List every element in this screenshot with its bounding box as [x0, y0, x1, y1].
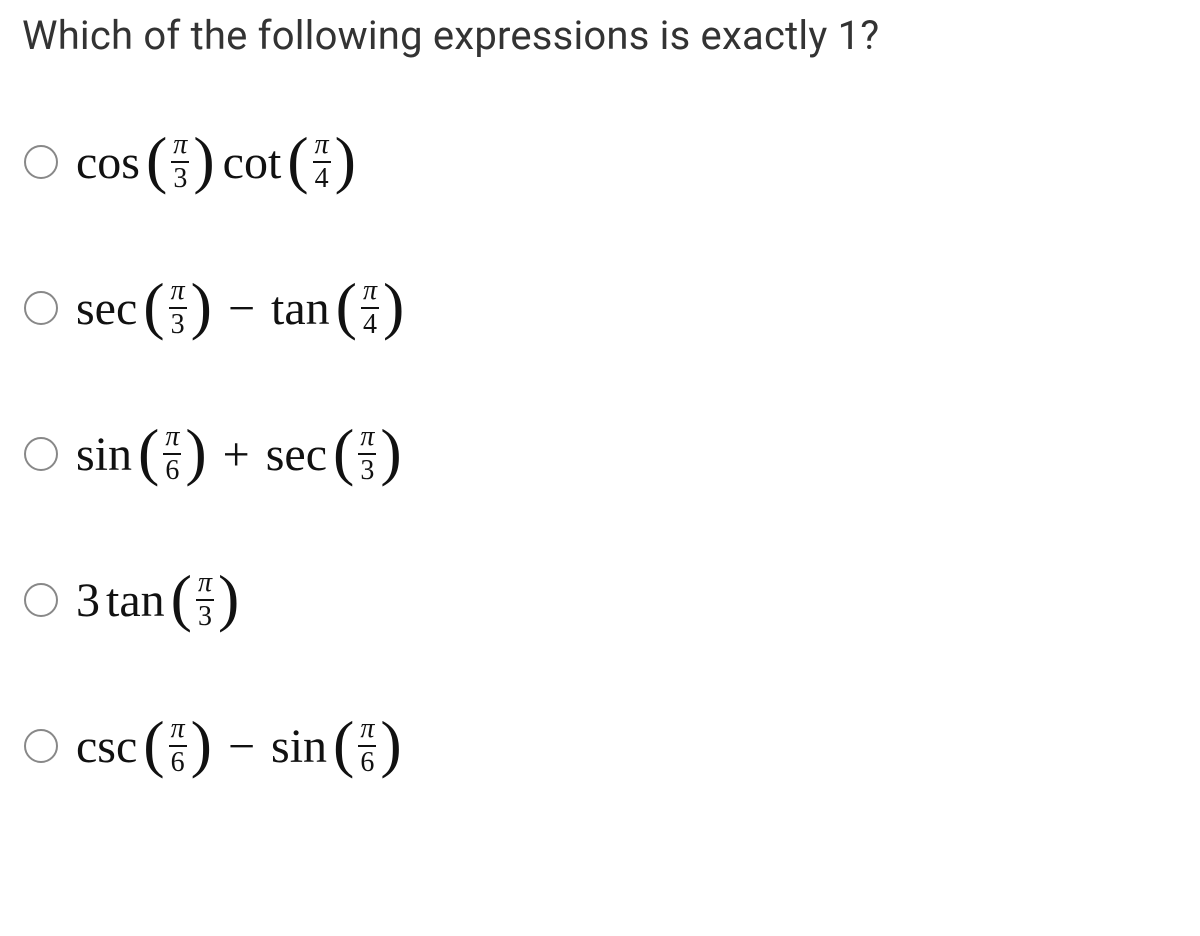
fraction: π3: [358, 423, 376, 485]
fraction: π3: [169, 277, 187, 339]
fraction-denominator: 6: [358, 745, 376, 777]
pi-symbol: π: [363, 277, 377, 305]
question-text: Which of the following expressions is ex…: [22, 12, 1178, 59]
trig-function: tan: [271, 281, 330, 336]
trig-function: sec: [266, 427, 327, 482]
answer-option[interactable]: sec(π3)−tan(π4): [24, 277, 1178, 339]
pi-symbol: π: [171, 277, 185, 305]
pi-symbol: π: [171, 715, 185, 743]
options-list: cos(π3)cot(π4)sec(π3)−tan(π4)sin(π6)+sec…: [22, 131, 1178, 777]
fraction-numerator: π: [171, 131, 189, 161]
fraction-denominator: 3: [169, 307, 187, 339]
radio-button[interactable]: [24, 729, 58, 763]
fraction-numerator: π: [169, 277, 187, 307]
left-paren: (: [143, 287, 164, 325]
answer-option[interactable]: csc(π6)−sin(π6): [24, 715, 1178, 777]
radio-button[interactable]: [24, 437, 58, 471]
answer-option[interactable]: sin(π6)+sec(π3): [24, 423, 1178, 485]
fraction-numerator: π: [196, 569, 214, 599]
pi-symbol: π: [173, 131, 187, 159]
paren-group: (π4): [287, 131, 356, 193]
expression: sec(π3)−tan(π4): [76, 277, 404, 339]
paren-group: (π3): [171, 569, 240, 631]
left-paren: (: [336, 287, 357, 325]
left-paren: (: [143, 725, 164, 763]
right-paren: ): [380, 433, 401, 471]
pi-symbol: π: [198, 569, 212, 597]
fraction: π6: [169, 715, 187, 777]
trig-function: tan: [106, 573, 165, 628]
fraction: π3: [171, 131, 189, 193]
fraction-numerator: π: [163, 423, 181, 453]
right-paren: ): [383, 287, 404, 325]
radio-button[interactable]: [24, 583, 58, 617]
trig-function: csc: [76, 719, 137, 774]
fraction-numerator: π: [313, 131, 331, 161]
fraction-denominator: 6: [169, 745, 187, 777]
trig-function: sin: [76, 427, 132, 482]
expression: csc(π6)−sin(π6): [76, 715, 402, 777]
trig-function: sin: [271, 719, 327, 774]
pi-symbol: π: [360, 423, 374, 451]
fraction-denominator: 4: [361, 307, 379, 339]
fraction-numerator: π: [358, 423, 376, 453]
fraction-denominator: 3: [358, 453, 376, 485]
paren-group: (π6): [143, 715, 212, 777]
left-paren: (: [287, 141, 308, 179]
left-paren: (: [333, 725, 354, 763]
paren-group: (π6): [138, 423, 207, 485]
left-paren: (: [171, 579, 192, 617]
fraction: π3: [196, 569, 214, 631]
paren-group: (π3): [333, 423, 402, 485]
radio-button[interactable]: [24, 145, 58, 179]
left-paren: (: [333, 433, 354, 471]
trig-function: sec: [76, 281, 137, 336]
right-paren: ): [191, 725, 212, 763]
left-paren: (: [146, 141, 167, 179]
left-paren: (: [138, 433, 159, 471]
fraction-denominator: 6: [163, 453, 181, 485]
expression: 3tan(π3): [76, 569, 239, 631]
pi-symbol: π: [165, 423, 179, 451]
right-paren: ): [335, 141, 356, 179]
fraction: π4: [313, 131, 331, 193]
fraction-numerator: π: [358, 715, 376, 745]
right-paren: ): [380, 725, 401, 763]
fraction: π4: [361, 277, 379, 339]
trig-function: cos: [76, 135, 140, 190]
right-paren: ): [191, 287, 212, 325]
operator: +: [223, 427, 250, 482]
paren-group: (π6): [333, 715, 402, 777]
answer-option[interactable]: 3tan(π3): [24, 569, 1178, 631]
right-paren: ): [218, 579, 239, 617]
paren-group: (π3): [146, 131, 215, 193]
operator: −: [228, 281, 255, 336]
pi-symbol: π: [315, 131, 329, 159]
right-paren: ): [193, 141, 214, 179]
fraction-denominator: 3: [171, 161, 189, 193]
fraction-numerator: π: [169, 715, 187, 745]
pi-symbol: π: [360, 715, 374, 743]
right-paren: ): [185, 433, 206, 471]
trig-function: cot: [223, 135, 282, 190]
fraction: π6: [163, 423, 181, 485]
fraction: π6: [358, 715, 376, 777]
fraction-numerator: π: [361, 277, 379, 307]
coefficient: 3: [76, 573, 100, 628]
fraction-denominator: 4: [313, 161, 331, 193]
expression: sin(π6)+sec(π3): [76, 423, 402, 485]
paren-group: (π4): [336, 277, 405, 339]
expression: cos(π3)cot(π4): [76, 131, 356, 193]
answer-option[interactable]: cos(π3)cot(π4): [24, 131, 1178, 193]
paren-group: (π3): [143, 277, 212, 339]
fraction-denominator: 3: [196, 599, 214, 631]
radio-button[interactable]: [24, 291, 58, 325]
operator: −: [228, 719, 255, 774]
